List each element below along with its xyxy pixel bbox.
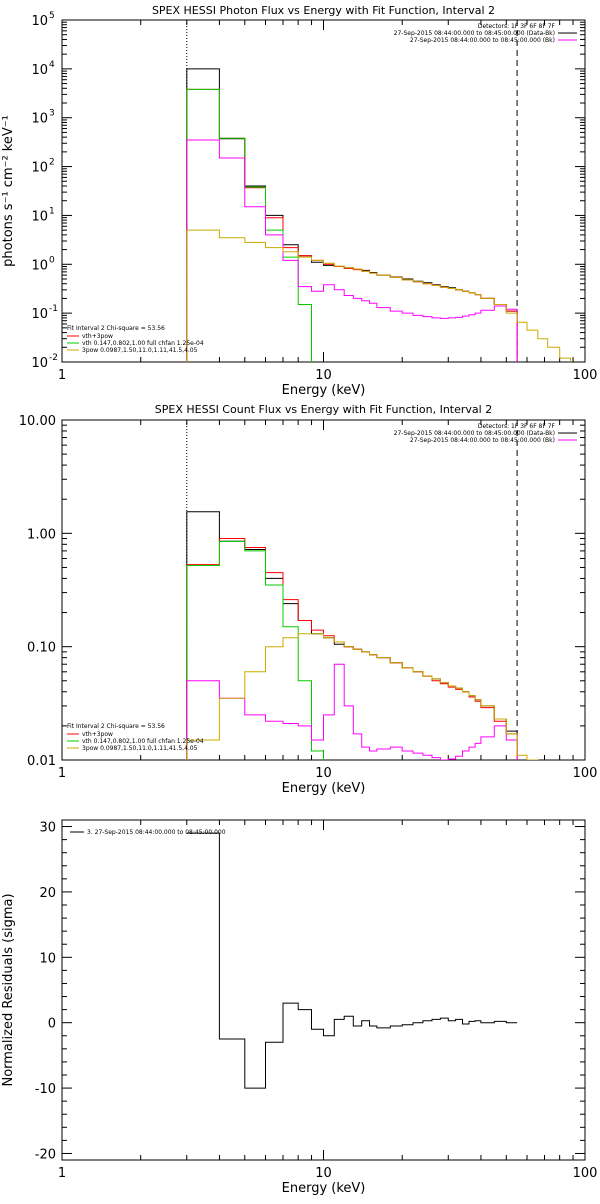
legend-entry: 3. 27-Sep-2015 08:44:00.000 to 08:45:00.… <box>87 829 226 836</box>
y-tick-exponent: -1 <box>49 304 58 314</box>
x-axis-label: Energy (keV) <box>282 1181 366 1196</box>
y-tick-label: 10 <box>31 112 48 127</box>
series-line-5 <box>186 633 539 760</box>
y-tick-label: -20 <box>35 1147 56 1162</box>
info-line: Detectors: 1F 3F 6F 8F 7F <box>478 423 556 430</box>
x-tick-label: 10 <box>315 368 332 383</box>
legend-entry: vth 0.147,0.802,1.00 full chfan 1.25e-04 <box>82 738 204 745</box>
y-tick-label: 0.01 <box>27 754 56 769</box>
y-tick-exponent: 3 <box>49 109 55 119</box>
series-group <box>186 511 539 760</box>
series-group <box>186 68 571 362</box>
y-axis-label: Normalized Residuals (sigma) <box>1 893 16 1086</box>
x-tick-label: 100 <box>573 1166 598 1181</box>
y-tick-label: 10 <box>31 307 48 322</box>
legend-header: Fit Interval 2 Chi-square = 53.56 <box>67 723 165 730</box>
y-tick-label: 10 <box>31 14 48 29</box>
legend-entry: vth+3pow <box>82 731 113 738</box>
y-tick-exponent: 1 <box>49 206 55 216</box>
series-line-4 <box>186 663 518 760</box>
legend-entry: vth+3pow <box>82 333 113 340</box>
x-tick-label: 1 <box>58 368 66 383</box>
x-tick-label: 100 <box>573 368 598 383</box>
y-tick-label: 10.00 <box>19 414 56 429</box>
y-tick-label: 10 <box>31 63 48 78</box>
y-tick-exponent: 0 <box>49 255 55 265</box>
chart-panel-1: SPEX HESSI Photon Flux vs Energy with Fi… <box>1 4 597 398</box>
series-line-2 <box>186 88 518 362</box>
chart-title: SPEX HESSI Photon Flux vs Energy with Fi… <box>152 4 495 17</box>
plot-frame <box>61 419 586 761</box>
chart-panel-3: 1 10 100 Energy (keV) -20 -10 0 10 20 30 Normalize… <box>1 819 598 1196</box>
y-tick-label: 10 <box>31 209 48 224</box>
x-axis-label: Energy (keV) <box>282 383 366 398</box>
y-tick-label: 1.00 <box>27 527 56 542</box>
x-tick-label: 10 <box>315 1166 332 1181</box>
series-line-3 <box>186 540 324 760</box>
y-tick-exponent: 2 <box>49 158 55 168</box>
chart-title: SPEX HESSI Count Flux vs Energy with Fit… <box>155 403 492 416</box>
y-axis-label: photons s⁻¹ cm⁻² keV⁻¹ <box>1 115 16 267</box>
series-group <box>186 832 518 1089</box>
x-tick-label: 10 <box>315 766 332 781</box>
y-tick-label: 0 <box>48 1017 56 1032</box>
plot-frame <box>61 819 586 1161</box>
x-tick-label: 1 <box>58 1166 66 1181</box>
info-line: 27-Sep-2015 08:44:00.000 to 08:45:00.000… <box>394 30 555 37</box>
series-line-1 <box>186 511 518 760</box>
y-tick-label: 0.10 <box>27 641 56 656</box>
series-line-1 <box>186 832 518 1089</box>
y-tick-label: 20 <box>39 886 56 901</box>
x-axis-label: Energy (keV) <box>282 781 366 796</box>
y-tick-label: 10 <box>31 161 48 176</box>
y-tick-exponent: 4 <box>49 60 55 70</box>
info-line: 27-Sep-2015 08:44:00.000 to 08:45:00.000… <box>410 437 555 444</box>
series-line-5 <box>186 229 571 362</box>
info-line: Detectors: 1F 3F 6F 8F 7F <box>478 23 556 30</box>
series-line-1 <box>186 68 518 362</box>
series-line-4 <box>186 139 518 362</box>
info-line: 27-Sep-2015 08:44:00.000 to 08:45:00.000… <box>394 430 555 437</box>
y-tick-label: -10 <box>35 1082 56 1097</box>
chart-panel-2: SPEX HESSI Count Flux vs Energy with Fit… <box>19 403 598 796</box>
y-tick-exponent: 5 <box>49 11 55 21</box>
y-tick-label: 30 <box>39 821 56 836</box>
legend-entry: vth 0.147,0.802,1.00 full chfan 1.25e-04 <box>82 340 204 347</box>
x-tick-label: 1 <box>58 766 66 781</box>
y-tick-exponent: -2 <box>49 353 58 363</box>
y-tick-label: 10 <box>31 258 48 273</box>
series-line-3 <box>186 88 312 362</box>
series-line-2 <box>186 538 518 760</box>
legend-header: Fit Interval 2 Chi-square = 53.56 <box>67 325 165 332</box>
info-line: 27-Sep-2015 08:44:00.000 to 08:45:00.000… <box>410 37 555 44</box>
legend-entry: 3pow 0.0987,1.50,11.0,1.11,41.5,4.05 <box>82 347 198 354</box>
legend-entry: 3pow 0.0987,1.50,11.0,1.11,41.5,4.05 <box>82 745 198 752</box>
y-tick-label: 10 <box>31 356 48 371</box>
y-tick-label: 10 <box>39 951 56 966</box>
x-tick-label: 100 <box>573 766 598 781</box>
